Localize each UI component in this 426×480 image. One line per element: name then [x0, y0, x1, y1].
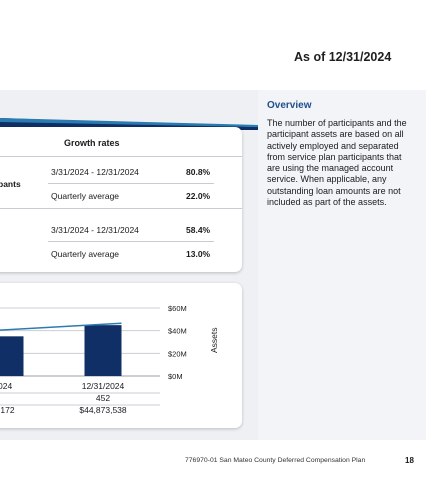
page-number: 18: [405, 456, 414, 465]
asset-bar: [0, 336, 24, 376]
y-tick-label: $40M: [168, 327, 187, 336]
divider: [48, 241, 214, 242]
divider: [0, 156, 242, 157]
growth-rates-card: Growth rates pants 3/31/2024 - 12/31/202…: [0, 127, 242, 272]
asset-bar: [84, 325, 122, 376]
participants-period-label: 3/31/2024 - 12/31/2024: [51, 167, 139, 177]
y-tick-label: $60M: [168, 304, 187, 313]
y-axis-title: Assets: [209, 327, 219, 353]
assets-quarterly-value: 13.0%: [186, 249, 211, 259]
participants-count: 452: [96, 393, 110, 403]
assets-chart: $0M $20M $40M $60M Assets 024 12/31/2024 452 ,17…: [0, 304, 219, 415]
as-of-date: As of 12/31/2024: [294, 50, 392, 64]
y-tick-label: $0M: [168, 372, 183, 381]
divider: [48, 183, 214, 184]
assets-value: $44,873,538: [79, 405, 127, 415]
growth-rates-header: Growth rates: [64, 138, 120, 148]
assets-quarterly-label: Quarterly average: [51, 249, 120, 259]
overview-text: The number of participants and the parti…: [267, 118, 407, 208]
divider: [0, 208, 242, 209]
x-tick-label: 12/31/2024: [82, 381, 125, 391]
overview-title: Overview: [267, 100, 312, 111]
assets-value: ,172: [0, 405, 15, 415]
assets-growth-value: 58.4%: [186, 225, 211, 235]
participants-quarterly-label: Quarterly average: [51, 191, 120, 201]
participants-row-label: pants: [0, 179, 21, 189]
assets-period-label: 3/31/2024 - 12/31/2024: [51, 225, 139, 235]
overview-panel: [258, 90, 426, 440]
participants-growth-value: 80.8%: [186, 167, 211, 177]
participant-line: [0, 322, 122, 331]
y-tick-label: $20M: [168, 349, 187, 358]
participants-quarterly-value: 22.0%: [186, 191, 211, 201]
footer-text: 776970-01 San Mateo County Deferred Comp…: [185, 457, 366, 464]
x-tick-label: 024: [0, 381, 12, 391]
